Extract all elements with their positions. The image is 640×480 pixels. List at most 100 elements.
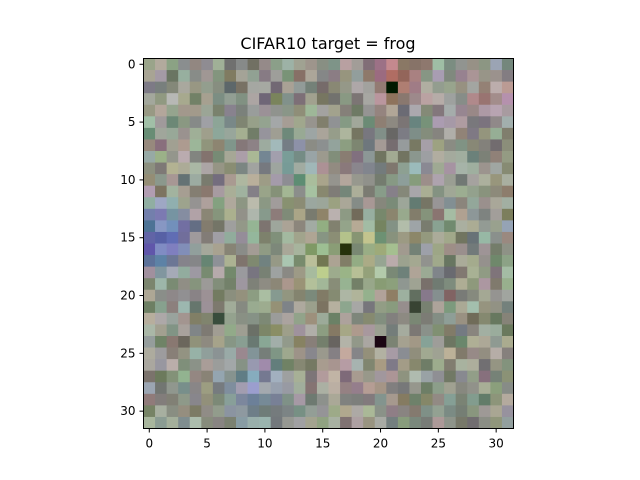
image-pixel	[270, 162, 283, 175]
image-pixel	[328, 93, 341, 106]
image-pixel	[444, 405, 457, 418]
image-pixel	[293, 312, 306, 325]
image-pixel	[421, 405, 433, 418]
image-pixel	[386, 405, 399, 418]
image-pixel	[374, 185, 387, 198]
image-pixel	[432, 162, 445, 175]
image-pixel	[397, 208, 410, 221]
image-pixel	[247, 185, 260, 198]
image-pixel	[212, 347, 225, 360]
image-pixel	[467, 370, 480, 383]
image-pixel	[236, 162, 248, 175]
image-pixel	[316, 289, 329, 302]
image-pixel	[259, 116, 272, 129]
image-pixel	[374, 58, 387, 71]
image-pixel	[386, 58, 399, 71]
image-pixel	[305, 393, 318, 406]
image-pixel	[409, 81, 422, 94]
image-pixel	[236, 289, 248, 302]
image-pixel	[478, 174, 491, 187]
image-pixel	[224, 151, 237, 163]
image-pixel	[432, 104, 445, 117]
image-pixel	[270, 139, 283, 152]
image-pixel	[351, 58, 364, 71]
image-pixel	[178, 93, 191, 106]
image-pixel	[247, 289, 260, 302]
image-pixel	[166, 104, 179, 117]
image-pixel	[166, 231, 179, 244]
image-pixel	[363, 347, 376, 360]
image-pixel	[374, 324, 387, 337]
image-pixel	[467, 405, 480, 418]
x-axis: 0 5 10 15 20 25 30	[145, 428, 504, 451]
image-pixel	[189, 231, 202, 244]
image-pixel	[340, 359, 353, 372]
image-pixel	[397, 104, 410, 117]
image-pixel	[409, 266, 422, 279]
image-pixel	[397, 174, 410, 187]
image-pixel	[397, 336, 410, 348]
image-pixel	[340, 255, 353, 268]
image-pixel	[397, 370, 410, 383]
image-pixel	[316, 208, 329, 221]
image-pixel	[270, 301, 283, 314]
image-pixel	[189, 243, 202, 256]
image-pixel	[421, 197, 433, 210]
image-pixel	[409, 359, 422, 372]
image-pixel	[305, 58, 318, 71]
image-pixel	[374, 139, 387, 152]
image-pixel	[178, 416, 191, 429]
image-pixel	[478, 278, 491, 291]
image-pixel	[166, 416, 179, 429]
image-pixel	[201, 174, 214, 187]
image-pixel	[270, 127, 283, 140]
image-pixel	[316, 370, 329, 383]
image-pixel	[421, 220, 433, 233]
image-pixel	[282, 243, 295, 256]
image-pixel	[432, 382, 445, 395]
image-pixel	[444, 255, 457, 268]
image-pixel	[212, 243, 225, 256]
image-pixel	[212, 416, 225, 429]
image-pixel	[143, 336, 156, 348]
image-pixel	[374, 127, 387, 140]
image-pixel	[224, 139, 237, 152]
image-pixel	[501, 116, 514, 129]
image-pixel	[374, 289, 387, 302]
image-pixel	[478, 185, 491, 198]
image-pixel	[421, 312, 433, 325]
image-pixel	[363, 139, 376, 152]
image-pixel	[328, 393, 341, 406]
image-pixel	[501, 70, 514, 83]
image-pixel	[351, 197, 364, 210]
image-pixel	[340, 104, 353, 117]
image-pixel	[189, 370, 202, 383]
image-pixel	[363, 289, 376, 302]
image-pixel	[316, 220, 329, 233]
image-pixel	[340, 289, 353, 302]
image-pixel	[270, 370, 283, 383]
image-pixel	[166, 174, 179, 187]
image-pixel	[490, 174, 503, 187]
image-pixel	[340, 127, 353, 140]
image-pixel	[143, 347, 156, 360]
image-pixel	[421, 174, 433, 187]
image-pixel	[259, 151, 272, 163]
image-pixel	[293, 359, 306, 372]
image-pixel	[421, 139, 433, 152]
image-pixel	[143, 370, 156, 383]
image-pixel	[363, 301, 376, 314]
image-pixel	[155, 336, 168, 348]
image-pixel	[467, 197, 480, 210]
image-pixel	[490, 312, 503, 325]
image-pixel	[166, 243, 179, 256]
image-pixel	[189, 416, 202, 429]
image-pixel	[363, 185, 376, 198]
image-pixel	[166, 70, 179, 83]
image-pixel	[224, 104, 237, 117]
image-pixel	[189, 278, 202, 291]
image-pixel	[316, 301, 329, 314]
image-pixel	[409, 220, 422, 233]
image-pixel	[501, 382, 514, 395]
image-pixel	[293, 370, 306, 383]
